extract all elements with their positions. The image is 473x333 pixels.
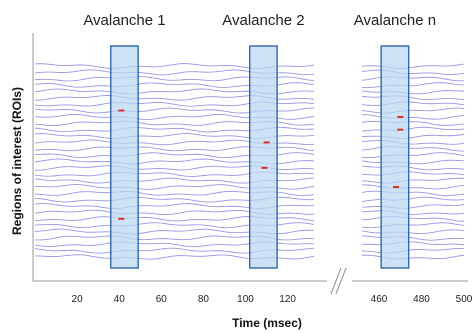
roi-trace-3-panel-2 (361, 241, 465, 246)
avalanche-2-event-2 (261, 166, 268, 169)
x-tick-label-100: 100 (237, 294, 254, 305)
avalanche-3-event-2 (397, 128, 404, 131)
roi-trace-24-panel-2 (361, 107, 465, 114)
axes (32, 33, 468, 295)
roi-trace-5-panel-2 (361, 229, 465, 234)
x-axis-title: Time (msec) (232, 316, 302, 330)
break-slash-1 (330, 267, 342, 295)
x-tick-label-480: 480 (413, 294, 430, 305)
x-tick-label-120: 120 (279, 294, 296, 305)
roi-trace-22-panel-2 (361, 120, 465, 126)
axis-break-mark (330, 267, 347, 295)
x-tick-labels: 20 40 60 80 100 120 460 480 500 (72, 294, 473, 305)
roi-trace-23-panel-2 (361, 114, 465, 120)
break-slash-2 (335, 267, 347, 295)
roi-trace-26-panel-2 (361, 95, 465, 100)
roi-trace-10-panel-2 (361, 196, 465, 202)
avalanche-boxes (110, 45, 410, 269)
avalanche-titles: Avalanche 1 Avalanche 2 Avalanche n (83, 12, 436, 29)
roi-trace-14-panel-2 (361, 171, 465, 176)
roi-trace-13-panel-2 (361, 177, 465, 184)
roi-trace-30-panel-2 (361, 69, 465, 75)
roi-trace-19-panel-2 (361, 139, 465, 145)
roi-trace-16-panel-2 (361, 159, 465, 165)
roi-trace-28-panel-2 (361, 82, 465, 88)
x-tick-label-460: 460 (371, 294, 388, 305)
roi-trace-17-panel-2 (361, 152, 465, 159)
roi-trace-4-panel-2 (361, 235, 465, 241)
y-axis-title: Regions of interest (ROIs) (10, 87, 24, 235)
avalanche-title-2: Avalanche 2 (222, 12, 304, 29)
x-tick-label-60: 60 (156, 294, 168, 305)
roi-trace-18-panel-2 (361, 146, 464, 152)
roi-trace-8-panel-2 (361, 210, 465, 215)
roi-trace-6-panel-2 (361, 222, 465, 229)
avalanche-title-3: Avalanche n (354, 12, 436, 29)
avalanche-box-1 (110, 45, 139, 269)
roi-trace-11-panel-2 (361, 190, 465, 197)
avalanche-1-event-1 (118, 109, 125, 112)
roi-trace-9-panel-2 (361, 204, 465, 209)
roi-trace-20-panel-2 (361, 133, 465, 139)
roi-trace-21-panel-2 (361, 126, 465, 132)
avalanche-box-3 (380, 45, 410, 269)
roi-trace-25-panel-2 (361, 101, 465, 106)
roi-trace-29-panel-2 (361, 76, 465, 82)
x-tick-label-20: 20 (72, 294, 84, 305)
roi-trace-15-panel-2 (361, 165, 465, 171)
roi-trace-12-panel-2 (361, 184, 465, 190)
roi-trace-27-panel-2 (361, 90, 465, 95)
x-tick-label-40: 40 (114, 294, 126, 305)
roi-trace-2-panel-2 (361, 247, 465, 254)
roi-trace-31-panel-2 (361, 63, 465, 69)
roi-trace-7-panel-2 (361, 215, 465, 222)
x-tick-label-80: 80 (198, 294, 210, 305)
avalanche-box-2 (249, 45, 278, 269)
avalanche-events (118, 109, 404, 220)
avalanche-2-event-1 (263, 141, 270, 144)
avalanche-3-event-1 (397, 115, 404, 118)
avalanche-1-event-2 (118, 217, 125, 220)
avalanche-3-event-3 (393, 185, 399, 188)
roi-trace-1-panel-2 (361, 254, 465, 260)
avalanche-title-1: Avalanche 1 (83, 12, 165, 29)
x-tick-label-500: 500 (456, 294, 473, 305)
